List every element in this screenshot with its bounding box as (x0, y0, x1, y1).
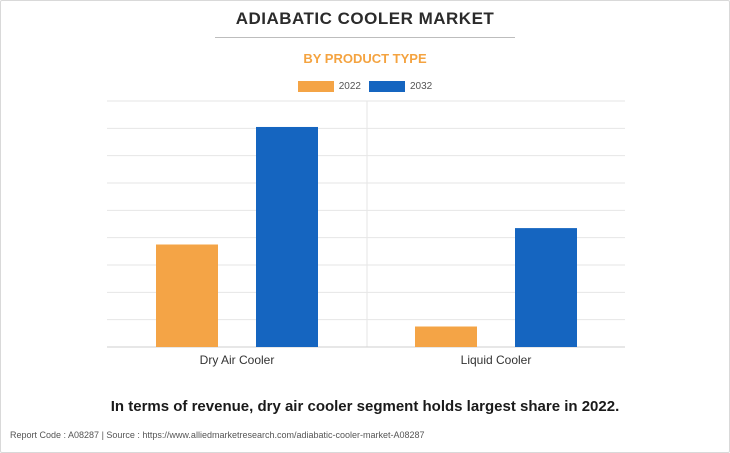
legend-label-2032: 2032 (410, 80, 433, 92)
legend-swatch-2022 (297, 80, 334, 92)
bar-dry-air-cooler-2032[interactable] (256, 126, 318, 347)
legend-item-2022[interactable]: 2022 (297, 80, 361, 92)
chart-title: ADIABATIC COOLER MARKET (235, 9, 495, 28)
legend-swatch-2032 (369, 80, 405, 92)
bar-liquid-cooler-2032[interactable] (515, 228, 577, 347)
bars (156, 126, 577, 348)
legend-label-2022: 2022 (338, 80, 361, 92)
x-tick-label-dry-air-cooler: Dry Air Cooler (200, 353, 275, 367)
chart-subtitle: BY PRODUCT TYPE (303, 51, 427, 66)
bar-dry-air-cooler-2022[interactable] (156, 244, 218, 348)
bar-liquid-cooler-2022[interactable] (415, 326, 477, 348)
x-tick-label-liquid-cooler: Liquid Cooler (461, 353, 532, 367)
title-divider (215, 37, 515, 38)
legend: 2022 2032 (0, 79, 730, 93)
chart-caption: In terms of revenue, dry air cooler segm… (110, 398, 620, 415)
legend-item-2032[interactable]: 2032 (369, 80, 433, 92)
report-footer: Report Code : A08287 | Source : https://… (10, 430, 425, 440)
